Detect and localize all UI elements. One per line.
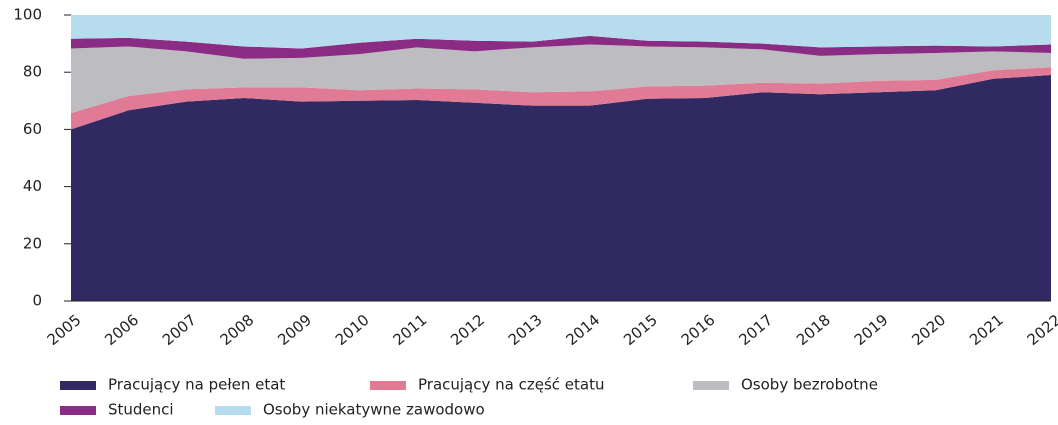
y-tick-label: 40 xyxy=(23,177,42,195)
legend-label: Pracujący na pełen etat xyxy=(108,376,285,394)
y-tick-label: 80 xyxy=(23,63,42,81)
x-tick-label: 2019 xyxy=(851,311,892,349)
x-tick-label: 2014 xyxy=(562,311,603,349)
area xyxy=(71,75,1051,301)
area xyxy=(71,67,1051,130)
x-tick-label: 2007 xyxy=(159,311,200,349)
x-tick-label: 2006 xyxy=(101,311,142,349)
x-tick-label: 2012 xyxy=(447,311,488,349)
x-tick-label: 2008 xyxy=(217,311,258,349)
legend-label: Osoby bezrobotne xyxy=(741,376,878,394)
legend-swatch xyxy=(370,381,406,390)
x-tick-label: 2016 xyxy=(678,311,719,349)
legend-swatch xyxy=(215,406,251,415)
x-tick-label: 2009 xyxy=(274,311,315,349)
x-tick-label: 2017 xyxy=(735,311,776,349)
area xyxy=(71,35,1051,59)
x-tick-label: 2010 xyxy=(332,311,373,349)
x-tick-label: 2013 xyxy=(505,311,546,349)
x-tick-label: 2005 xyxy=(44,311,85,349)
area xyxy=(71,15,1051,49)
legend-swatch xyxy=(693,381,729,390)
y-tick-label: 20 xyxy=(23,234,42,252)
x-tick-label: 2015 xyxy=(620,311,661,349)
x-tick-label: 2022 xyxy=(1024,311,1058,349)
x-tick-label: 2021 xyxy=(966,311,1007,349)
area xyxy=(71,44,1051,114)
legend-label: Pracujący na część etatu xyxy=(418,376,604,394)
legend-swatch xyxy=(60,381,96,390)
y-tick-label: 100 xyxy=(13,6,42,24)
legend-swatch xyxy=(60,406,96,415)
legend-label: Osoby niekatywne zawodowo xyxy=(263,401,485,419)
x-tick-label: 2018 xyxy=(793,311,834,349)
y-tick-label: 60 xyxy=(23,120,42,138)
x-tick-label: 2011 xyxy=(390,311,431,349)
legend-label: Studenci xyxy=(108,401,174,419)
x-tick-label: 2020 xyxy=(908,311,949,349)
y-tick-label: 0 xyxy=(32,292,42,310)
